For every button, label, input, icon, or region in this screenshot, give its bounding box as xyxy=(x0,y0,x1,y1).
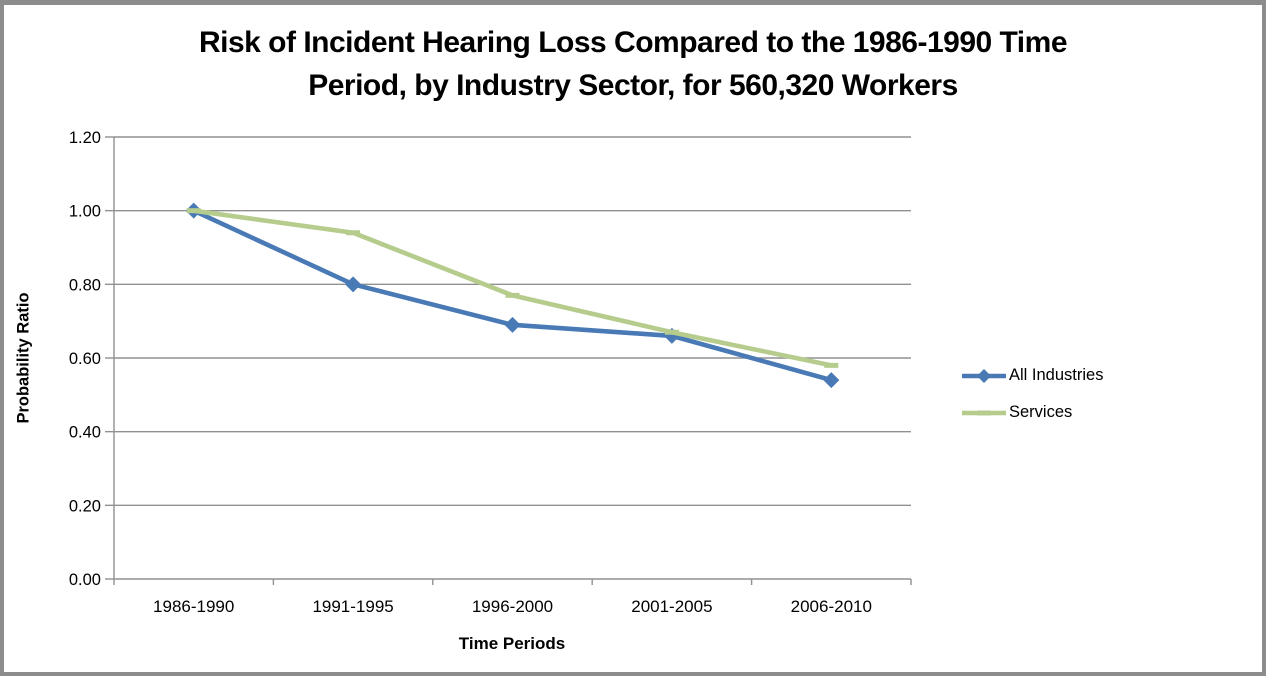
x-tick-label: 1996-2000 xyxy=(472,597,553,616)
x-tick-label: 2006-2010 xyxy=(791,597,872,616)
y-axis-title: Probability Ratio xyxy=(14,292,33,424)
legend-item-all-industries: All Industries xyxy=(961,357,1103,394)
y-tick-label: 1.20 xyxy=(69,129,101,147)
x-tick-label: 1991-1995 xyxy=(312,597,393,616)
y-tick-label: 0.20 xyxy=(69,497,101,515)
chart-title-line1: Risk of Incident Hearing Loss Compared t… xyxy=(198,26,1068,59)
plot-area: 0.00 0.20 0.40 0.60 0.80 1.00 1.20 1986-1990 199… xyxy=(69,129,912,616)
data-point-marker xyxy=(823,372,840,389)
data-point-marker xyxy=(346,230,361,236)
data-point-marker xyxy=(345,276,362,293)
data-point-marker xyxy=(186,208,201,214)
data-point-marker xyxy=(824,362,839,368)
x-axis-title: Time Periods xyxy=(458,634,566,653)
data-point-marker xyxy=(504,316,521,333)
chart-title: Risk of Incident Hearing Loss Compared t… xyxy=(4,21,1262,107)
y-tick-label: 0.00 xyxy=(69,571,101,589)
y-tick-label: 0.40 xyxy=(69,424,101,442)
y-tick-label: 0.60 xyxy=(69,350,101,368)
legend-item-services: Services xyxy=(961,394,1103,431)
chart-title-line2: Period, by Industry Sector, for 560,320 … xyxy=(308,69,958,102)
legend: All Industries Services xyxy=(961,357,1103,431)
all-industries-line-sample xyxy=(962,368,1006,383)
data-point-marker xyxy=(505,292,520,298)
legend-label-all-industries: All Industries xyxy=(1009,366,1104,384)
y-tick-label: 0.80 xyxy=(69,276,101,294)
y-tick-label: 1.00 xyxy=(69,203,101,221)
x-tick-label: 1986-1990 xyxy=(153,597,234,616)
services-line-sample xyxy=(962,410,1006,415)
x-tick-label: 2001-2005 xyxy=(631,597,712,616)
data-point-marker xyxy=(664,329,679,335)
series-line-1 xyxy=(191,208,834,368)
legend-label-services: Services xyxy=(1009,403,1073,421)
